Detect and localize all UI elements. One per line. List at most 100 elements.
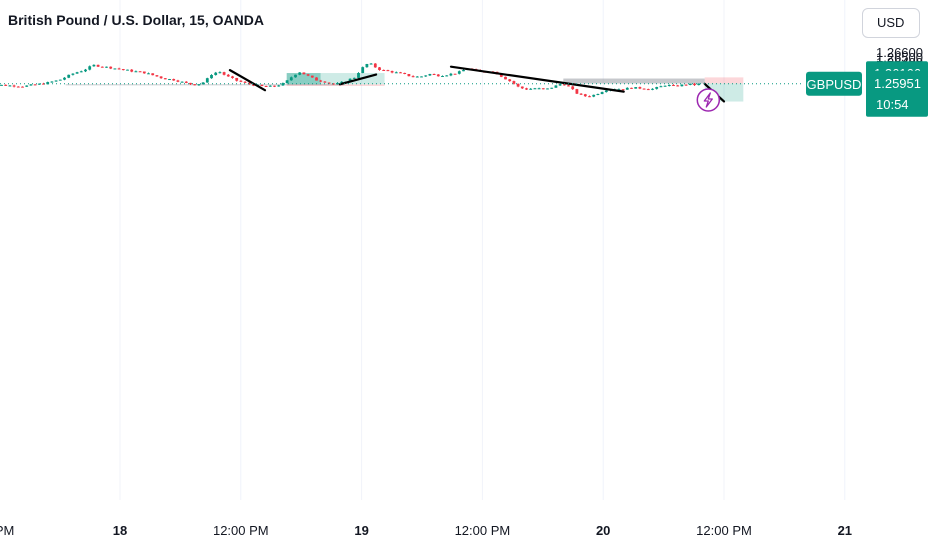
candle-down: [407, 73, 411, 77]
candle-down: [323, 81, 327, 83]
x-tick-label: 12:00 PM: [696, 523, 752, 538]
gray-zone: [563, 78, 705, 84]
candle-up: [54, 80, 58, 82]
symbol-tag-text: GBPUSD: [807, 77, 862, 92]
candle-down: [378, 67, 381, 70]
candle-up: [197, 84, 201, 86]
candle-down: [588, 96, 591, 98]
candle-up: [592, 94, 596, 97]
candle-up: [63, 77, 66, 80]
candle-up: [449, 73, 453, 76]
candle-up: [113, 68, 117, 70]
candle-up: [369, 63, 373, 65]
candle-down: [525, 88, 528, 90]
candle-down: [630, 87, 633, 89]
y-tick-label: 1.26500: [876, 50, 923, 65]
candle-down: [193, 84, 197, 86]
candle-up: [596, 94, 600, 96]
candle-up: [361, 67, 365, 73]
trendline[interactable]: [449, 65, 625, 93]
candle-down: [672, 85, 675, 87]
candle-up: [420, 76, 423, 78]
candle-down: [306, 74, 310, 76]
candle-down: [331, 83, 335, 85]
candle-up: [697, 83, 701, 86]
candle-down: [676, 85, 680, 87]
candle-up: [168, 79, 171, 81]
candle-down: [264, 85, 268, 87]
candle-up: [352, 77, 356, 79]
candle-up: [604, 90, 608, 93]
candle-up: [348, 78, 352, 82]
candle-up: [394, 72, 398, 74]
candle-up: [537, 88, 541, 90]
candle-up: [533, 88, 537, 90]
x-tick-label: 20: [596, 523, 610, 538]
candle-up: [680, 84, 684, 87]
candle-up: [214, 72, 218, 76]
candle-up: [445, 75, 449, 77]
candle-up: [268, 85, 272, 87]
candle-up: [205, 78, 209, 83]
symbol-tag: [806, 71, 862, 96]
candle-down: [432, 74, 436, 76]
candle-up: [281, 83, 285, 86]
candle-up: [50, 81, 54, 83]
candle-up: [688, 83, 692, 85]
candle-down: [516, 83, 520, 87]
candle-up: [550, 87, 554, 89]
candle-down: [693, 83, 696, 86]
candle-up: [462, 70, 465, 72]
time-axis[interactable]: 0 PM 18 12:00 PM 19 12:00 PM 20 12:00 PM 21: [0, 523, 852, 538]
candle-down: [499, 74, 503, 77]
candle-up: [298, 72, 302, 75]
candle-up: [134, 71, 138, 73]
candle-up: [663, 85, 667, 87]
candle-up: [29, 84, 33, 86]
candle-down: [121, 69, 125, 71]
candle-down: [315, 77, 318, 81]
candle-down: [159, 76, 163, 79]
candle-up: [655, 87, 659, 89]
candle-down: [117, 68, 121, 70]
candle-down: [142, 71, 146, 74]
candle-up: [37, 83, 41, 85]
x-tick-label: 18: [113, 523, 127, 538]
candle-down: [226, 74, 230, 77]
candle-down: [562, 84, 566, 86]
candle-down: [638, 87, 642, 89]
x-tick-label: 12:00 PM: [213, 523, 269, 538]
candle-up: [529, 88, 533, 90]
candle-up: [554, 85, 558, 88]
candle-up: [67, 74, 71, 78]
candle-up: [600, 92, 604, 95]
currency-selector[interactable]: USD: [862, 8, 920, 38]
candle-down: [571, 86, 575, 90]
candle-down: [386, 70, 390, 72]
candle-down: [579, 93, 583, 95]
candle-up: [617, 89, 621, 91]
candle-down: [273, 85, 276, 87]
candle-down: [302, 72, 306, 75]
candle-up: [289, 77, 293, 81]
candle-up: [336, 82, 339, 85]
lightning-bolt-icon[interactable]: [696, 88, 721, 112]
green-zone-filled: [286, 73, 321, 85]
trendline[interactable]: [338, 73, 378, 86]
event-marker[interactable]: [696, 88, 721, 112]
candle-down: [4, 84, 8, 86]
red-zone: [704, 77, 744, 84]
x-tick-label: 0 PM: [0, 523, 14, 538]
candle-up: [415, 76, 419, 78]
candle-down: [520, 86, 524, 89]
x-tick-label: 21: [838, 523, 852, 538]
candle-up: [634, 87, 638, 89]
candle-down: [252, 84, 255, 86]
trendline[interactable]: [228, 69, 267, 92]
countdown-text: 10:54: [876, 97, 909, 112]
candle-down: [163, 78, 167, 80]
candle-down: [684, 84, 688, 86]
candle-down: [575, 89, 579, 94]
candle-up: [294, 74, 297, 78]
